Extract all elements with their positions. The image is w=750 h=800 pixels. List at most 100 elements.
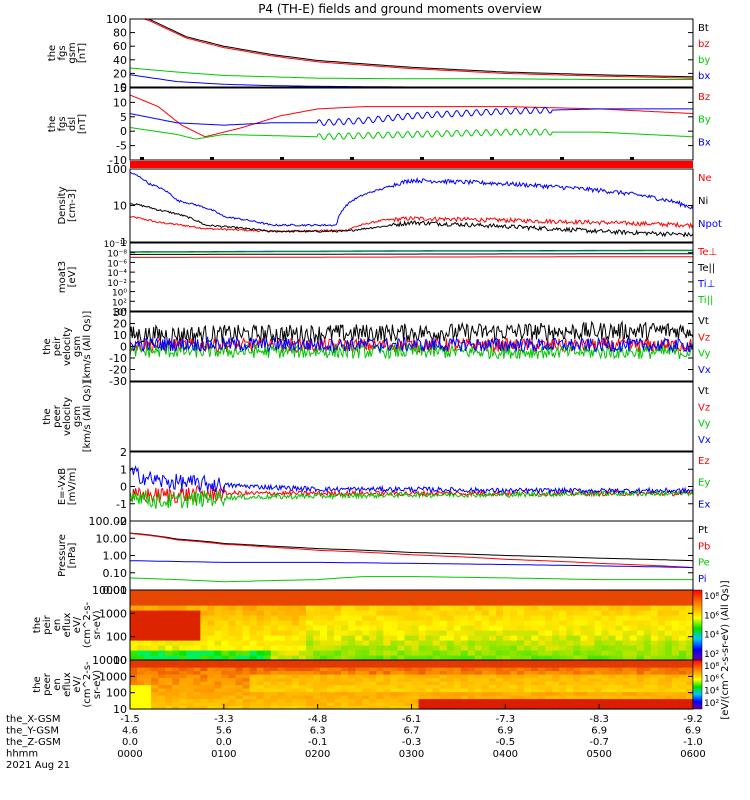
spectrogram-cell [355,674,363,679]
spectrogram-cell [615,663,624,668]
spectrogram-cell [573,600,581,606]
spectrogram-cell [235,615,244,621]
spectrogram-cell [545,615,553,621]
spectrogram-cell [615,635,624,641]
spectrogram-cell [242,681,251,686]
spectrogram-cell [228,605,237,611]
spectrogram-cell [650,600,659,606]
spectrogram-cell [531,702,539,707]
spectrogram-cell [446,625,455,631]
spectrogram-cell [256,691,265,696]
spectrogram-cell [601,674,610,679]
spectrogram-cell [144,655,152,661]
spectrogram-cell [517,688,525,693]
spectrogram-cell [664,655,673,661]
spectrogram-cell [481,684,490,689]
spectrogram-cell [636,615,645,621]
spectrogram-cell [242,610,251,616]
spectrogram-cell [657,660,666,665]
y-axis-label: velocity [62,327,73,366]
spectrogram-cell [545,625,553,631]
spectrogram-cell [587,674,596,679]
spectrogram-cell [594,677,603,682]
spectrogram-cell [249,681,258,686]
spectrogram-cell [488,677,497,682]
spectrogram-cell [376,688,384,693]
spectrogram-cell [312,681,321,686]
spectrogram-cell [594,681,603,686]
spectrogram-cell [397,660,406,665]
spectrogram-cell [678,677,687,682]
y-tick-label: 10000 [92,584,127,597]
spectrogram-cell [284,640,293,646]
spectrogram-cell [369,615,377,621]
spectrogram-cell [467,674,476,679]
spectrogram-cell [636,595,645,601]
spectrogram-cell [453,600,462,606]
spectrogram-cell [144,610,152,616]
spectrogram-cell [643,650,652,656]
spectrogram-cell [531,684,539,689]
spectrogram-cell [369,600,377,606]
spectrogram-cell [664,625,673,631]
spectrogram-cell [362,698,370,703]
spectrogram-cell [559,695,567,700]
spectrogram-cell [341,691,349,696]
spectrogram-cell [179,670,187,675]
spectrogram-cell [130,650,138,656]
spectrogram-cell [467,610,476,616]
spectrogram-cell [334,681,342,686]
spectrogram-cell [320,670,328,675]
spectrogram-cell [580,674,589,679]
spectrogram-cell [650,625,659,631]
spectrogram-cell [404,625,413,631]
spectrogram-cell [467,702,476,707]
spectrogram-cell [397,688,406,693]
spectrogram-cell [327,688,335,693]
series-line-Ti [130,250,693,253]
spectrogram-cell [446,663,455,668]
spectrogram-cell [524,674,532,679]
spectrogram-cell [341,600,349,606]
spectrogram-cell [193,660,201,665]
spectrogram-cell [432,610,441,616]
spectrogram-cell [284,655,293,661]
spectrogram-cell [355,688,363,693]
spectrogram-cell [277,695,286,700]
spectrogram-cell [552,610,560,616]
spectrogram-cell [622,677,631,682]
y-axis-label: fgs [57,45,68,60]
spectrogram-cell [207,691,216,696]
spectrogram-cell [671,670,680,675]
spectrogram-cell [172,691,180,696]
spectrogram-cell [657,705,666,710]
spectrogram-cell [256,610,265,616]
spectrogram-cell [165,610,173,616]
spectrogram-cell [453,705,462,710]
spectrogram-cell [552,620,560,626]
ephemeris-value: -0.5 [496,737,516,748]
spectrogram-cell [284,691,293,696]
spectrogram-cell [158,635,166,641]
spectrogram-cell [298,600,307,606]
spectrogram-cell [200,674,209,679]
spectrogram-cell [439,663,448,668]
spectrogram-cell [573,635,581,641]
spectrogram-cell [179,705,187,710]
spectrogram-cell [193,655,201,661]
spectrogram-cell [594,695,603,700]
spectrogram-cell [327,650,335,656]
spectrogram-cell [629,660,638,665]
spectrogram-cell [404,684,413,689]
spectrogram-cell [249,640,258,646]
spectrogram-cell [362,645,370,651]
spectrogram-cell [383,650,391,656]
spectrogram-cell [629,688,638,693]
spectrogram-cell [488,650,497,656]
spectrogram-cell [179,625,187,631]
spectrogram-cell [559,615,567,621]
spectrogram-cell [151,610,159,616]
spectrogram-cell [235,684,244,689]
spectrogram-cell [587,630,596,636]
spectrogram-cell [622,684,631,689]
